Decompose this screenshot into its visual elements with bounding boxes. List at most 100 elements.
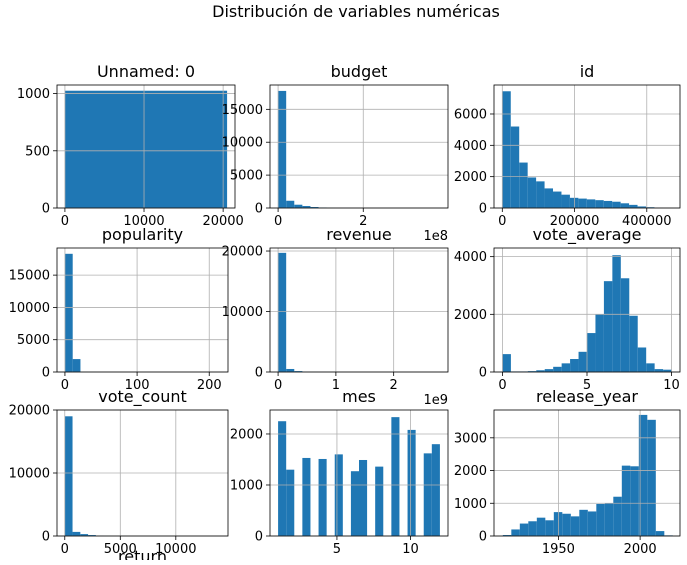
histogram-bar <box>579 510 588 536</box>
y-tick-label: 15000 <box>222 103 263 118</box>
y-tick-label: 4000 <box>454 250 487 265</box>
histogram-bar <box>278 91 286 208</box>
histogram-bar <box>519 163 527 208</box>
axes-frame <box>57 248 228 372</box>
subplot-title: release_year <box>536 387 638 407</box>
histogram-bar <box>621 203 629 208</box>
x-offset-label: 1e9 <box>423 393 448 408</box>
histogram-bar <box>278 421 286 536</box>
histogram-bar <box>286 201 294 208</box>
x-tick-label: 0 <box>61 542 69 557</box>
y-tick-label: 0 <box>42 530 50 545</box>
y-tick-label: 500 <box>25 144 50 159</box>
y-tick-label: 15000 <box>9 269 50 284</box>
y-tick-label: 1000 <box>17 87 50 102</box>
histogram-bar <box>359 460 367 536</box>
axes-frame <box>270 85 448 208</box>
y-tick-label: 0 <box>479 366 487 381</box>
subplot-title: id <box>580 62 595 81</box>
y-tick-label: 0 <box>255 202 263 217</box>
histogram-bar <box>612 255 620 372</box>
y-tick-label: 2000 <box>454 170 487 185</box>
y-tick-label: 20000 <box>222 245 263 260</box>
histogram-bar <box>604 281 612 372</box>
subplot-title: popularity <box>102 225 183 244</box>
subplot-title: budget <box>331 62 388 81</box>
histogram-bar <box>520 524 529 536</box>
x-tick-label: 200 <box>197 378 222 393</box>
x-tick-label: 5 <box>333 542 341 557</box>
histogram-bar <box>638 347 646 372</box>
y-tick-label: 20000 <box>9 404 50 419</box>
x-offset-label: 1e8 <box>423 229 448 244</box>
histogram-bar <box>656 531 665 536</box>
subplot-title: return <box>118 547 167 560</box>
histogram-bar <box>604 201 612 208</box>
x-tick-label: 0 <box>498 378 506 393</box>
histogram-bar <box>629 205 637 208</box>
histogram-bar <box>588 511 597 536</box>
histogram-bar <box>571 516 580 536</box>
histogram-bar <box>73 532 81 536</box>
histogram-bar <box>561 195 569 208</box>
subplot-title: Unnamed: 0 <box>97 62 195 81</box>
y-tick-label: 1000 <box>454 497 487 512</box>
histogram-bar <box>605 503 614 536</box>
histogram-bar <box>408 430 416 536</box>
histogram-bar <box>65 416 73 536</box>
y-tick-label: 10000 <box>9 301 50 316</box>
x-tick-label: 1 <box>332 378 340 393</box>
histogram-bar <box>578 199 586 208</box>
histogram-bar <box>595 314 603 372</box>
histogram-bar <box>646 363 654 372</box>
y-tick-label: 5000 <box>17 333 50 348</box>
histogram-bar <box>587 333 595 372</box>
histogram-bar <box>630 466 639 536</box>
y-tick-label: 2000 <box>230 427 263 442</box>
histogram-bar <box>286 369 294 372</box>
y-tick-label: 10000 <box>222 136 263 151</box>
figure-suptitle: Distribución de variables numéricas <box>212 2 500 21</box>
histogram-bar <box>391 417 399 536</box>
histogram-bar <box>302 458 310 536</box>
histogram-bar <box>432 444 440 536</box>
histogram-bar <box>553 367 561 372</box>
x-tick-label: 2000 <box>624 542 657 557</box>
histogram-bar <box>595 200 603 208</box>
y-tick-label: 2000 <box>454 308 487 323</box>
histogram-bar <box>375 467 383 536</box>
histogram-bar <box>629 316 637 372</box>
x-tick-label: 1950 <box>542 542 575 557</box>
x-tick-label: 0 <box>61 214 69 229</box>
x-tick-label: 2 <box>390 378 398 393</box>
x-tick-label: 0 <box>274 378 282 393</box>
histogram-bar <box>612 202 620 208</box>
y-tick-label: 0 <box>255 530 263 545</box>
y-tick-label: 0 <box>42 202 50 217</box>
histogram-bar <box>613 497 622 536</box>
x-tick-label: 0 <box>61 378 69 393</box>
histogram-bar <box>545 369 553 372</box>
y-tick-label: 4000 <box>454 139 487 154</box>
histogram-bar <box>294 205 302 208</box>
subplot-title: mes <box>342 387 376 406</box>
y-tick-label: 0 <box>255 366 263 381</box>
x-tick-label: 20000 <box>202 214 243 229</box>
y-tick-label: 0 <box>479 530 487 545</box>
histogram-bar <box>528 177 536 208</box>
y-tick-label: 0 <box>479 202 487 217</box>
histogram-bar <box>502 91 510 208</box>
histogram-bar <box>545 520 554 536</box>
histogram-bar <box>622 466 631 536</box>
axes-frame <box>270 248 448 372</box>
histogram-bar <box>647 420 656 536</box>
y-tick-label: 1000 <box>230 478 263 493</box>
x-tick-label: 10 <box>663 378 680 393</box>
y-tick-label: 5000 <box>230 169 263 184</box>
